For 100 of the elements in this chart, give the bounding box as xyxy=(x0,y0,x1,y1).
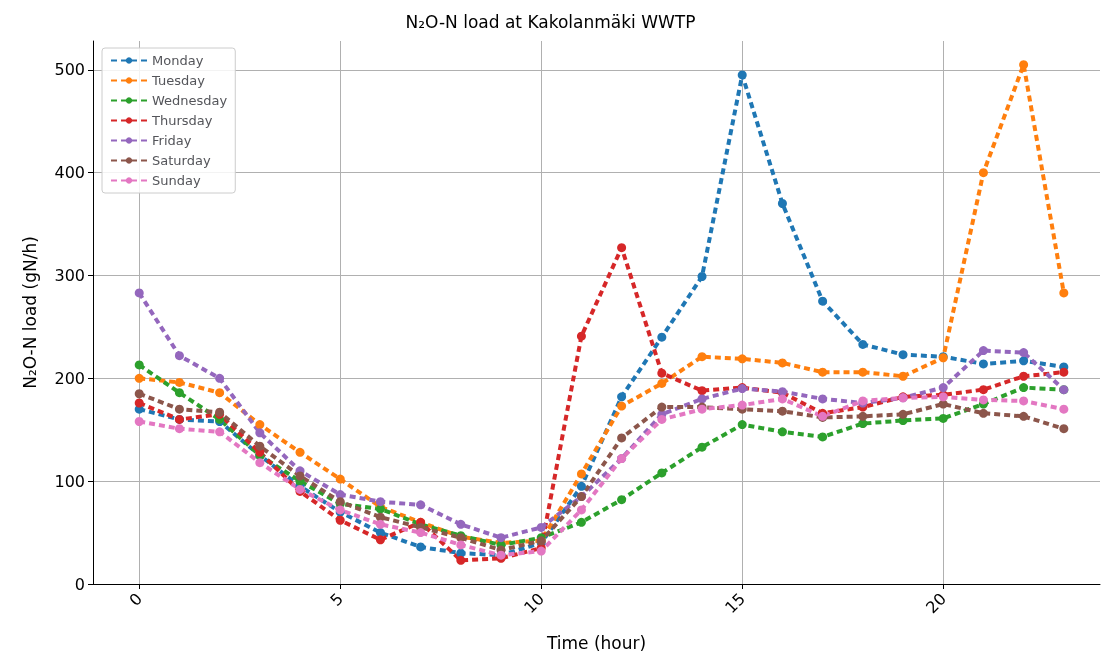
point xyxy=(295,471,305,481)
point xyxy=(777,198,787,208)
point xyxy=(818,432,828,442)
point xyxy=(657,368,667,378)
point xyxy=(858,419,868,429)
point xyxy=(255,420,265,430)
point xyxy=(657,378,667,388)
point xyxy=(737,70,747,80)
point xyxy=(456,519,466,529)
point xyxy=(938,413,948,423)
point xyxy=(576,331,586,341)
point xyxy=(174,351,184,361)
point xyxy=(978,359,988,369)
point xyxy=(978,408,988,418)
point xyxy=(1019,371,1029,381)
point xyxy=(174,388,184,398)
point xyxy=(456,540,466,550)
point xyxy=(938,383,948,393)
y-tick-label: 400 xyxy=(54,163,85,183)
legend-label: Friday xyxy=(152,133,192,148)
point xyxy=(174,404,184,414)
point xyxy=(1059,367,1069,377)
point xyxy=(134,360,144,370)
point xyxy=(1019,383,1029,393)
point xyxy=(295,447,305,457)
point xyxy=(536,522,546,532)
point xyxy=(777,358,787,368)
point xyxy=(1059,404,1069,414)
point xyxy=(134,373,144,383)
point xyxy=(737,420,747,430)
point xyxy=(617,401,627,411)
point xyxy=(576,469,586,479)
point xyxy=(1059,288,1069,298)
point xyxy=(375,497,385,507)
y-tick-label: 100 xyxy=(54,471,85,491)
point xyxy=(777,406,787,416)
point xyxy=(818,394,828,404)
legend-label: Tuesday xyxy=(151,73,206,88)
point xyxy=(1019,60,1029,70)
point xyxy=(1019,411,1029,421)
point xyxy=(255,458,265,468)
point xyxy=(576,505,586,515)
point xyxy=(657,402,667,412)
point xyxy=(174,424,184,434)
point xyxy=(174,377,184,387)
y-tick-label: 200 xyxy=(54,368,85,388)
x-tick-label: 5 xyxy=(326,589,347,610)
point xyxy=(818,296,828,306)
point xyxy=(375,535,385,545)
point xyxy=(617,243,627,253)
point xyxy=(617,433,627,443)
point xyxy=(576,517,586,527)
point xyxy=(657,414,667,424)
point xyxy=(978,395,988,405)
y-axis-title: N₂O-N load (gN/h) xyxy=(19,236,40,389)
x-tick-label: 15 xyxy=(721,589,749,618)
point xyxy=(898,350,908,360)
point xyxy=(978,385,988,395)
legend-label: Saturday xyxy=(152,153,211,168)
point xyxy=(978,168,988,178)
point xyxy=(898,409,908,419)
point xyxy=(215,427,225,437)
point xyxy=(215,388,225,398)
point xyxy=(898,371,908,381)
legend-label: Monday xyxy=(152,53,204,68)
point xyxy=(777,427,787,437)
point xyxy=(375,519,385,529)
point xyxy=(697,272,707,281)
chart-title: N₂O-N load at Kakolanmäki WWTP xyxy=(405,11,696,32)
point xyxy=(1019,396,1029,406)
point xyxy=(576,481,586,491)
y-tick-label: 500 xyxy=(54,60,85,80)
point xyxy=(496,533,506,543)
point xyxy=(255,441,265,451)
x-tick-label: 20 xyxy=(922,589,950,618)
point xyxy=(617,495,627,505)
point xyxy=(335,515,345,525)
point xyxy=(335,474,345,484)
point xyxy=(134,417,144,427)
point xyxy=(697,394,707,404)
point xyxy=(416,542,426,552)
y-tick-label: 300 xyxy=(54,265,85,285)
point xyxy=(858,411,868,421)
legend-label: Wednesday xyxy=(152,93,228,108)
point xyxy=(416,500,426,510)
point xyxy=(737,354,747,364)
x-tick-label: 10 xyxy=(520,589,548,618)
point xyxy=(697,352,707,362)
point xyxy=(737,400,747,410)
point xyxy=(777,394,787,404)
point xyxy=(255,428,265,438)
point xyxy=(697,442,707,452)
legend-label: Thursday xyxy=(151,113,213,128)
point xyxy=(1059,424,1069,434)
point xyxy=(657,468,667,478)
x-tick-label: 0 xyxy=(125,589,146,610)
point xyxy=(818,367,828,377)
point xyxy=(858,367,868,377)
point xyxy=(657,332,667,342)
point xyxy=(858,339,868,349)
